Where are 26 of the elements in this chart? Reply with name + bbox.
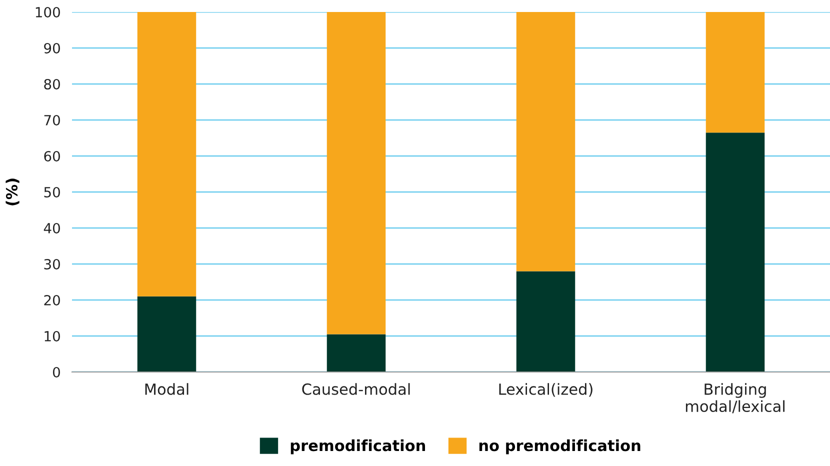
bar: [516, 12, 576, 272]
bar: [706, 132, 765, 372]
y-tick-label: 50: [44, 186, 60, 198]
y-tick-label: 60: [44, 150, 60, 162]
y-tick-label: 70: [44, 114, 60, 126]
y-tick-label: 100: [36, 6, 60, 18]
bar: [137, 12, 196, 296]
y-axis-title: (%): [6, 178, 20, 206]
bar: [137, 296, 196, 372]
bar: [516, 271, 576, 372]
y-tick-label: 30: [44, 258, 60, 270]
legend-label: premodification: [290, 439, 425, 454]
y-tick-label: 40: [44, 222, 60, 234]
legend-label: no premodification: [479, 439, 640, 454]
y-tick-label: 80: [44, 78, 60, 90]
bar: [326, 334, 386, 372]
y-tick-label: 20: [44, 294, 60, 306]
x-tick-label: Lexical(ized): [499, 383, 592, 397]
x-tick-label: Modal: [145, 383, 188, 395]
y-tick-label: 10: [44, 330, 60, 342]
x-tick-label: Bridging modal/lexical: [686, 383, 784, 414]
x-tick-label: Caused-modal: [302, 383, 410, 395]
y-tick-label: 0: [52, 366, 60, 378]
y-tick-label: 90: [44, 42, 60, 54]
bar: [326, 12, 386, 334]
bar: [706, 12, 765, 133]
